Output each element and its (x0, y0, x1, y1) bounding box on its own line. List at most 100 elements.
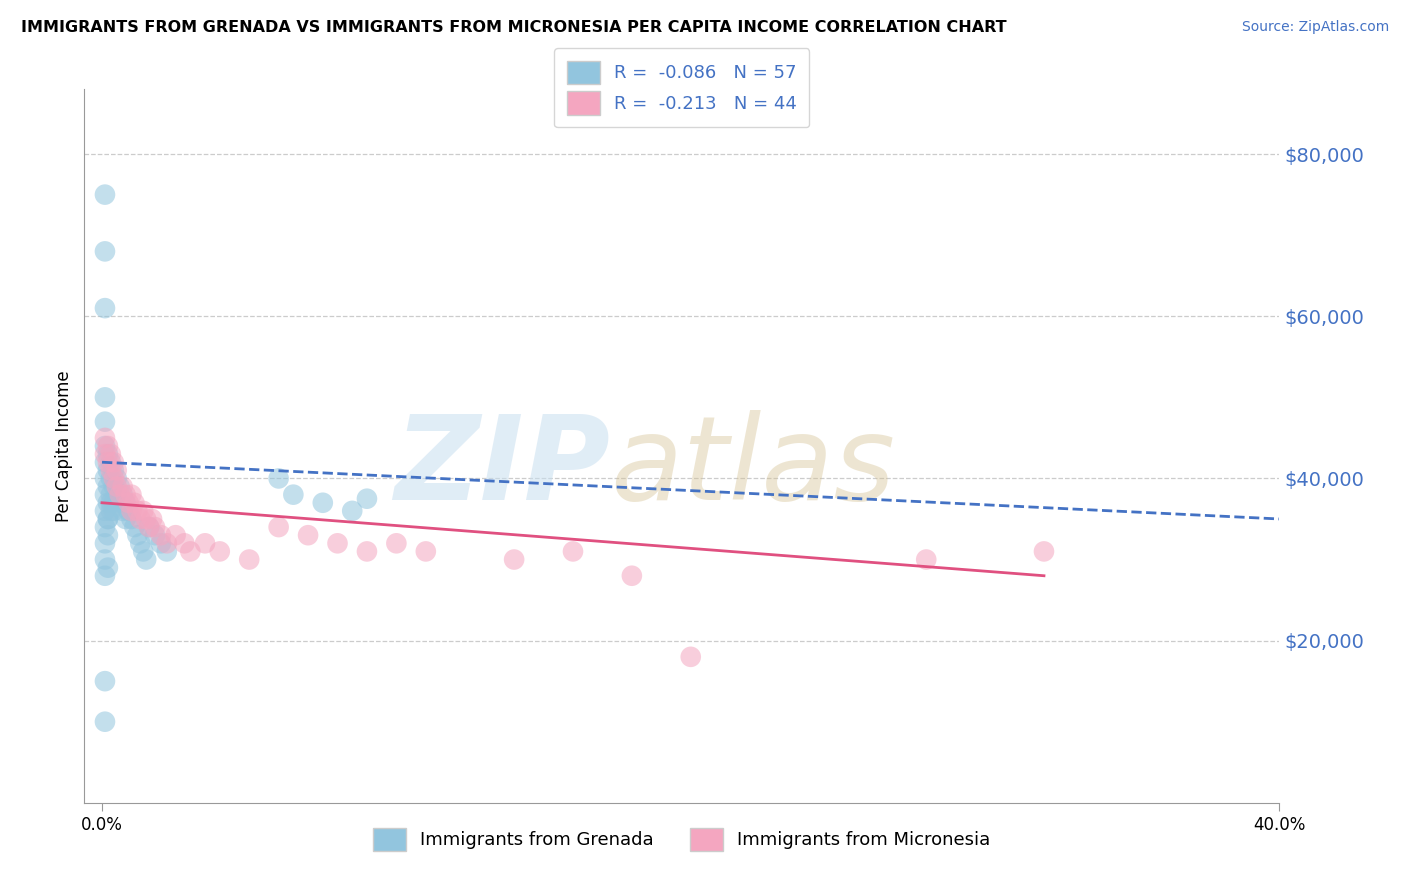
Point (208, 544, 231, 558)
Point (103, 455, 125, 469)
Point (94, 568, 117, 582)
Point (94, 187, 117, 202)
Point (105, 479, 128, 493)
Point (156, 544, 179, 558)
Point (120, 504, 142, 518)
Point (114, 496, 136, 510)
Point (100, 496, 122, 510)
Point (238, 552, 260, 566)
Point (108, 479, 131, 493)
Point (143, 520, 166, 534)
Point (149, 528, 172, 542)
Point (132, 504, 155, 518)
Point (105, 463, 128, 477)
Point (156, 536, 179, 550)
Point (100, 463, 122, 477)
Text: IMMIGRANTS FROM GRENADA VS IMMIGRANTS FROM MICRONESIA PER CAPITA INCOME CORRELAT: IMMIGRANTS FROM GRENADA VS IMMIGRANTS FR… (21, 20, 1007, 35)
Point (120, 488, 142, 502)
Point (117, 504, 139, 518)
Point (385, 536, 408, 550)
Point (267, 471, 290, 485)
Point (100, 447, 122, 461)
Point (94, 520, 117, 534)
Point (94, 301, 117, 315)
Point (97, 479, 120, 493)
Point (94, 447, 117, 461)
Point (129, 512, 152, 526)
Point (103, 496, 125, 510)
Point (124, 496, 146, 510)
Point (267, 520, 290, 534)
Point (415, 544, 437, 558)
Point (165, 528, 187, 542)
Point (97, 455, 120, 469)
Point (108, 488, 131, 502)
Point (138, 520, 160, 534)
Point (127, 504, 149, 518)
Point (124, 520, 146, 534)
Legend: Immigrants from Grenada, Immigrants from Micronesia: Immigrants from Grenada, Immigrants from… (366, 821, 998, 858)
Point (94, 674, 117, 689)
Point (149, 536, 172, 550)
Point (103, 471, 125, 485)
Point (312, 496, 335, 510)
Point (111, 479, 134, 493)
Point (117, 496, 139, 510)
Point (100, 504, 122, 518)
Point (135, 512, 157, 526)
Point (915, 552, 938, 566)
Point (342, 504, 364, 518)
Text: ZIP: ZIP (394, 410, 610, 524)
Point (103, 504, 125, 518)
Point (283, 488, 305, 502)
Point (94, 504, 117, 518)
Point (97, 463, 120, 477)
Text: Source: ZipAtlas.com: Source: ZipAtlas.com (1241, 20, 1389, 34)
Point (120, 512, 142, 526)
Point (194, 536, 217, 550)
Text: atlas: atlas (610, 410, 896, 524)
Point (103, 479, 125, 493)
Point (94, 390, 117, 404)
Point (97, 528, 120, 542)
Point (127, 528, 149, 542)
Point (94, 488, 117, 502)
Point (105, 471, 128, 485)
Point (111, 488, 134, 502)
Point (562, 544, 585, 558)
Point (94, 455, 117, 469)
Point (143, 528, 166, 542)
Point (94, 415, 117, 429)
Point (97, 447, 120, 461)
Point (179, 544, 201, 558)
Point (97, 512, 120, 526)
Point (94, 471, 117, 485)
Point (132, 544, 155, 558)
Point (620, 568, 643, 582)
Point (105, 488, 128, 502)
Point (97, 512, 120, 526)
Point (97, 439, 120, 453)
Point (503, 552, 526, 566)
Point (100, 488, 122, 502)
Point (297, 528, 319, 542)
Point (94, 439, 117, 453)
Point (356, 544, 378, 558)
Point (1033, 544, 1056, 558)
Point (108, 496, 131, 510)
Point (94, 431, 117, 445)
Point (114, 512, 136, 526)
Point (97, 496, 120, 510)
Point (94, 536, 117, 550)
Point (94, 552, 117, 566)
Point (94, 244, 117, 259)
Point (100, 455, 122, 469)
Point (114, 488, 136, 502)
Point (103, 463, 125, 477)
Point (111, 504, 134, 518)
Point (326, 536, 349, 550)
Point (679, 649, 702, 664)
Point (356, 491, 378, 506)
Point (97, 560, 120, 574)
Point (94, 714, 117, 729)
